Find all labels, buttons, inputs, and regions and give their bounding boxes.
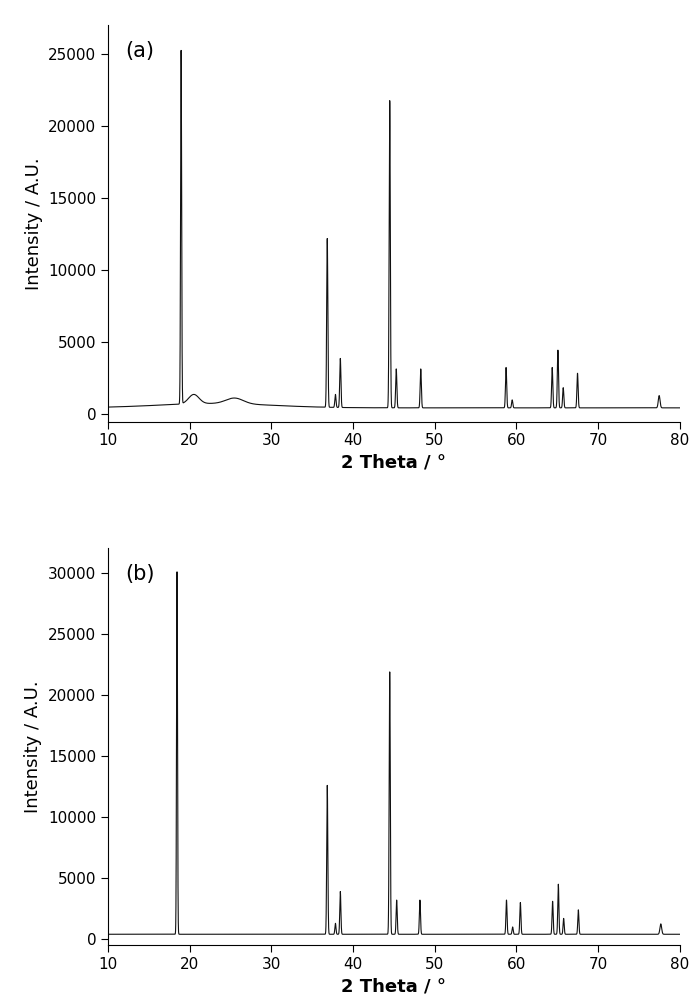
Y-axis label: Intensity / A.U.: Intensity / A.U. <box>24 157 43 290</box>
Text: (a): (a) <box>125 41 154 61</box>
X-axis label: 2 Theta / °: 2 Theta / ° <box>342 454 446 472</box>
X-axis label: 2 Theta / °: 2 Theta / ° <box>342 977 446 995</box>
Text: (b): (b) <box>125 564 155 584</box>
Y-axis label: Intensity / A.U.: Intensity / A.U. <box>24 680 43 813</box>
